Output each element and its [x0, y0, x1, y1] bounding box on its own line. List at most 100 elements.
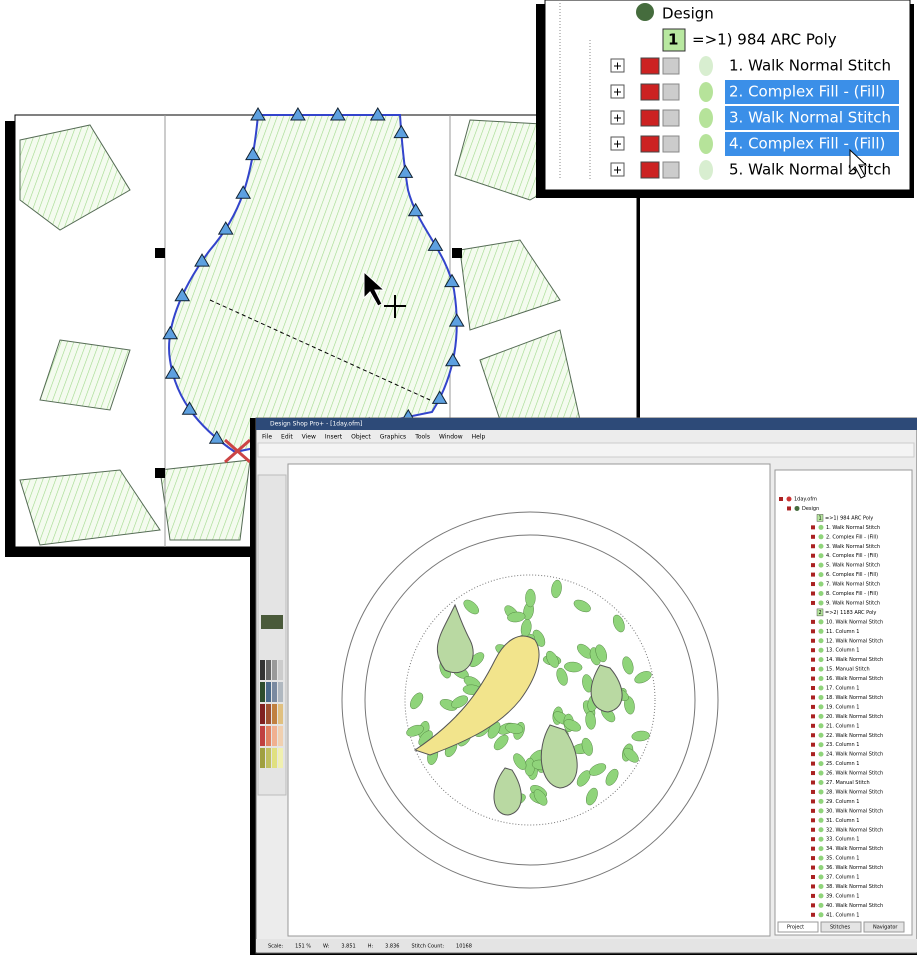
bird — [413, 635, 540, 756]
swatch — [266, 704, 271, 724]
vis-icon — [811, 875, 815, 879]
menu-item[interactable]: View — [302, 434, 316, 441]
tree-icon — [786, 496, 792, 502]
control-point — [250, 107, 266, 121]
tree-icon — [818, 751, 824, 757]
tree-icon — [818, 874, 824, 880]
vis-icon — [811, 714, 815, 719]
leaf — [622, 656, 634, 675]
menu-item[interactable]: Object — [351, 434, 371, 441]
tree-label: 1day.ofm — [794, 497, 817, 503]
vis-icon — [811, 912, 815, 917]
control-point — [329, 107, 346, 121]
leaf — [505, 723, 524, 734]
group-badge — [816, 514, 824, 522]
tree-icon — [818, 732, 824, 738]
vis-icon — [811, 846, 815, 851]
swatch — [278, 726, 283, 746]
leaf — [589, 763, 607, 776]
vis-icon — [811, 865, 815, 870]
tree-icon — [818, 780, 824, 785]
vis-icon — [811, 534, 815, 539]
vis-icon — [811, 884, 815, 889]
lock-icon — [662, 83, 680, 101]
tree-icon — [818, 685, 824, 691]
stitch-icon — [699, 134, 713, 154]
tab-label[interactable]: Project — [787, 925, 804, 931]
vis-icon — [811, 903, 815, 908]
tree-label: 39. Column 1 — [826, 893, 859, 899]
leaf — [507, 611, 526, 623]
visibility-icon — [640, 57, 660, 75]
tree-icon — [818, 676, 824, 682]
tree-label: 5. Walk Normal Stitch — [826, 563, 880, 569]
leaf — [563, 719, 581, 732]
tree-icon — [818, 893, 824, 899]
swatch — [260, 748, 265, 768]
leaf — [546, 650, 559, 668]
tree-label: Design — [662, 5, 714, 23]
leaf — [564, 661, 583, 673]
control-point — [217, 221, 234, 235]
visibility-icon — [640, 135, 660, 153]
control-point — [194, 253, 210, 267]
control-point — [174, 287, 191, 302]
vis-icon — [811, 657, 815, 662]
vis-icon — [811, 582, 815, 587]
tree-label: 18. Walk Normal Stitch — [826, 695, 883, 701]
vis-icon — [811, 591, 815, 596]
leaf — [463, 599, 479, 615]
menu-item[interactable]: Graphics — [380, 434, 407, 441]
tab-label[interactable]: Navigator — [873, 925, 898, 931]
current-color — [261, 615, 283, 629]
tree-label: 28. Walk Normal Stitch — [826, 789, 883, 795]
tree-label: 35. Column 1 — [826, 856, 859, 862]
tab-label[interactable]: Stitches — [830, 925, 850, 931]
leaf — [513, 753, 527, 770]
tree-icon — [794, 505, 800, 511]
vis-icon — [811, 837, 815, 842]
menu-item[interactable]: File — [262, 434, 272, 441]
status-field: W: — [323, 944, 330, 950]
tree-label: =>2) 1183 ARC Poly — [825, 610, 876, 616]
vis-icon — [811, 893, 815, 898]
group-badge — [662, 28, 686, 52]
swatch — [272, 682, 277, 702]
leaf — [634, 671, 652, 684]
menu-item[interactable]: Help — [472, 434, 486, 441]
menu-item[interactable]: Tools — [414, 434, 430, 441]
status-field: 3.851 — [341, 944, 355, 950]
tree-icon — [818, 704, 824, 710]
toolbar — [257, 442, 915, 458]
leaf — [581, 737, 593, 756]
tree-label: 3. Walk Normal Stitch — [729, 109, 891, 127]
handle — [452, 248, 462, 258]
status-field: H: — [368, 944, 374, 950]
control-point — [369, 107, 386, 121]
selection — [725, 80, 899, 104]
tree-icon — [818, 827, 824, 833]
expander-plus — [614, 62, 621, 70]
swatch — [266, 748, 271, 768]
vis-icon — [811, 761, 815, 766]
control-point — [162, 325, 179, 340]
control-point — [444, 273, 460, 288]
tree-label: 25. Column 1 — [826, 761, 859, 767]
control-point — [445, 352, 461, 367]
status-field: Stitch Count: — [411, 944, 444, 950]
menu-item[interactable]: Edit — [281, 434, 293, 441]
menu-item[interactable]: Window — [439, 434, 463, 441]
leaf — [451, 695, 469, 709]
vis-icon — [811, 544, 815, 549]
pears — [436, 603, 623, 816]
leaf — [533, 789, 548, 806]
menu-item[interactable]: Insert — [325, 434, 343, 441]
panel-tabs: Project Stitches Navigator — [777, 921, 905, 933]
vis-icon — [811, 676, 815, 681]
swatch — [260, 726, 265, 746]
control-point — [407, 202, 424, 217]
vis-icon — [811, 771, 815, 776]
swatch — [260, 704, 265, 724]
tree-label: 10. Walk Normal Stitch — [826, 619, 883, 625]
